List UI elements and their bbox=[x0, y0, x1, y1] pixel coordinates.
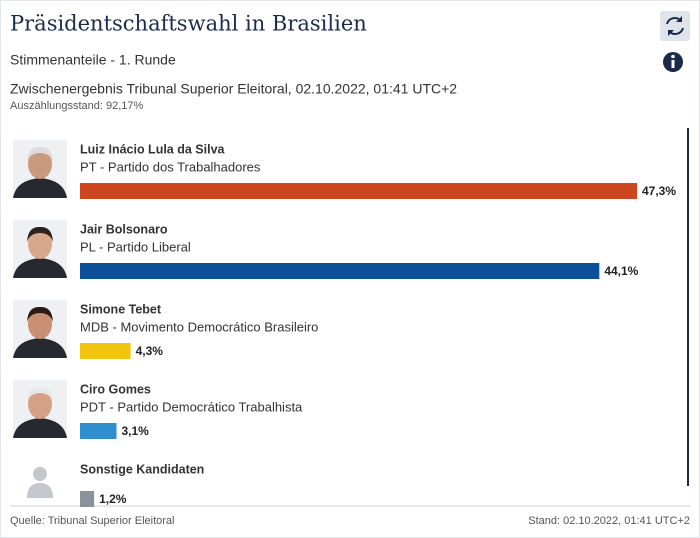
value-label: 4,3% bbox=[136, 344, 164, 358]
party-name: PL - Partido Liberal bbox=[80, 239, 191, 254]
refresh-bg[interactable] bbox=[660, 11, 690, 41]
bar bbox=[80, 263, 600, 279]
portrait-hair bbox=[27, 146, 53, 162]
rows: Luiz Inácio Lula da Silva PT - Partido do… bbox=[13, 140, 676, 507]
timestamp: Stand: 02.10.2022, 01:41 UTC+2 bbox=[528, 515, 690, 527]
candidate-name: Ciro Gomes bbox=[80, 382, 151, 396]
portrait-hair bbox=[27, 386, 53, 402]
count-status: Auszählungsstand: 92,17% bbox=[10, 100, 144, 112]
info-button[interactable] bbox=[663, 52, 683, 72]
portrait-body bbox=[13, 258, 67, 278]
info-stem[interactable] bbox=[671, 60, 675, 68]
avatar-head bbox=[33, 467, 47, 481]
portrait-hair bbox=[27, 306, 53, 322]
portrait-body bbox=[13, 338, 67, 358]
note: Zwischenergebnis Tribunal Superior Eleit… bbox=[10, 81, 457, 97]
portrait-head bbox=[28, 229, 52, 259]
portrait-body bbox=[13, 178, 67, 198]
value-label: 44,1% bbox=[604, 264, 638, 278]
portrait-head bbox=[28, 309, 52, 339]
bar bbox=[80, 423, 117, 439]
info-dot[interactable] bbox=[671, 54, 675, 59]
value-label: 47,3% bbox=[642, 184, 676, 198]
portrait-head bbox=[28, 389, 52, 419]
party-name: PDT - Partido Democrático Trabalhista bbox=[80, 399, 303, 414]
portrait-body bbox=[13, 418, 67, 438]
chart-title: Präsidentschaftswahl in Brasilien bbox=[10, 12, 367, 36]
bar bbox=[80, 183, 637, 199]
avatar-body bbox=[27, 483, 53, 498]
refresh-button[interactable] bbox=[660, 11, 690, 41]
portrait-hair bbox=[27, 226, 53, 242]
candidate-name: Sonstige Kandidaten bbox=[80, 462, 204, 476]
candidate-name: Simone Tebet bbox=[80, 302, 162, 316]
bar bbox=[80, 343, 131, 359]
candidate-name: Luiz Inácio Lula da Silva bbox=[80, 142, 226, 156]
party-name: PT - Partido dos Trabalhadores bbox=[80, 159, 261, 174]
candidate-name: Jair Bolsonaro bbox=[80, 222, 168, 236]
portrait-head bbox=[28, 149, 52, 179]
value-label: 3,1% bbox=[122, 424, 150, 438]
subtitle: Stimmenanteile - 1. Runde bbox=[10, 52, 176, 68]
value-label: 1,2% bbox=[99, 492, 127, 506]
bar bbox=[80, 491, 95, 507]
party-name: MDB - Movimento Democrático Brasileiro bbox=[80, 319, 318, 334]
source: Quelle: Tribunal Superior Eleitoral bbox=[10, 515, 174, 527]
refresh-arrows[interactable] bbox=[668, 16, 682, 36]
